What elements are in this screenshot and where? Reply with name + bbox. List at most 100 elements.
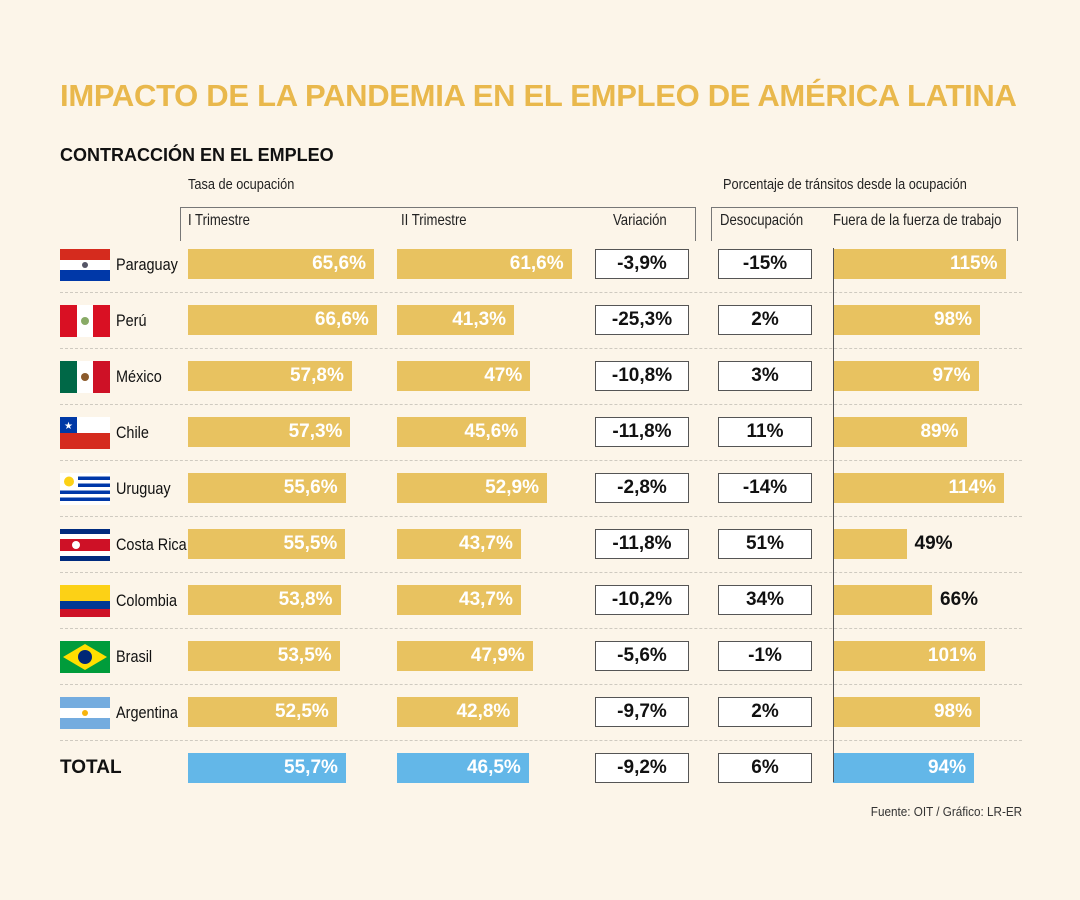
column-header-fuera: Fuera de la fuerza de trabajo (833, 212, 1002, 229)
table-row: Uruguay 55,6% 52,9% -2,8% -14% 114% (0, 473, 1080, 529)
bar-t2: 47,9% (397, 641, 533, 671)
bar-t1: 57,3% (188, 417, 351, 447)
table-row: México 57,8% 47% -10,8% 3% 97% (0, 361, 1080, 417)
row-separator (60, 684, 1022, 685)
chart-subtitle: CONTRACCIÓN EN EL EMPLEO (60, 145, 334, 165)
group-header-transitos: Porcentaje de tránsitos desde la ocupaci… (723, 176, 967, 193)
bar-t1-label: 52,5% (274, 701, 329, 722)
country-name: México (116, 367, 162, 386)
bar-t2: 52,9% (397, 473, 547, 503)
bar-t1: 65,6% (188, 249, 374, 279)
bar-t1-label: 57,8% (289, 365, 344, 386)
group-bracket-tasa (180, 207, 696, 241)
bar-t1-label: 65,6% (312, 253, 366, 274)
bar-t2-label: 45,6% (464, 421, 519, 442)
bar-t1: 52,5% (188, 697, 337, 727)
column-header-desocupacion: Desocupación (720, 212, 804, 229)
bar-t2-label: 42,8% (456, 701, 511, 722)
chart-title: IMPACTO DE LA PANDEMIA EN EL EMPLEO DE A… (60, 78, 1017, 113)
bar-fuera: 114% (833, 473, 1004, 503)
fuera-axis-line (833, 248, 834, 782)
bar-t1-label: 53,8% (278, 589, 333, 610)
variacion-value: -10,8% (595, 361, 689, 391)
group-bracket-transitos (711, 207, 1018, 241)
country-name: Paraguay (116, 255, 178, 274)
bar-t1-label: 55,7% (284, 757, 338, 778)
row-separator (60, 572, 1022, 573)
bar-t1-label: 53,5% (277, 645, 332, 666)
bar-fuera-label: 98% (933, 309, 972, 330)
bar-fuera-label: 115% (949, 253, 998, 274)
bar-t1: 55,7% (188, 753, 346, 783)
bar-t2: 43,7% (397, 529, 521, 559)
bar-fuera-label: 94% (927, 757, 966, 778)
variacion-value: -2,8% (595, 473, 689, 503)
svg-text:★: ★ (64, 421, 73, 432)
country-name: Uruguay (116, 479, 171, 498)
table-row: Brasil 53,5% 47,9% -5,6% -1% 101% (0, 641, 1080, 697)
bar-fuera-label: 114% (948, 477, 996, 498)
variacion-value: -9,7% (595, 697, 689, 727)
desocupacion-value: 51% (718, 529, 812, 559)
bar-fuera: 89% (833, 417, 967, 447)
bar-fuera: 98% (833, 697, 980, 727)
bar-fuera: 98% (833, 305, 980, 335)
column-header-t2: II Trimestre (401, 212, 467, 229)
row-separator (60, 628, 1022, 629)
table-row: Perú 66,6% 41,3% -25,3% 2% 98% (0, 305, 1080, 361)
desocupacion-value: 34% (718, 585, 812, 615)
chile-flag-icon: ★ (60, 417, 110, 449)
bar-t2-label: 52,9% (485, 477, 539, 498)
bar-t1-label: 55,5% (283, 533, 338, 554)
bar-fuera-label: 101% (927, 645, 977, 666)
country-name: Chile (116, 423, 149, 442)
bar-fuera-label: 89% (920, 421, 959, 442)
desocupacion-value: 11% (718, 417, 812, 447)
variacion-value: -3,9% (595, 249, 689, 279)
row-separator (60, 404, 1022, 405)
table-row: ★ Chile 57,3% 45,6% -11,8% 11% 89% (0, 417, 1080, 473)
desocupacion-value: -15% (718, 249, 812, 279)
country-name: Argentina (116, 703, 178, 722)
bar-t2-label: 61,6% (509, 253, 564, 274)
bar-fuera (833, 529, 907, 559)
country-name: Colombia (116, 591, 178, 610)
bar-t2: 61,6% (397, 249, 572, 279)
bar-t2: 43,7% (397, 585, 521, 615)
bar-t1-label: 55,6% (283, 477, 338, 498)
table-row: Paraguay 65,6% 61,6% -3,9% -15% 115% (0, 249, 1080, 305)
brasil-flag-icon (60, 641, 110, 673)
bar-t1-label: 66,6% (314, 309, 369, 330)
total-label: TOTAL (60, 757, 122, 778)
bar-t1: 66,6% (188, 305, 377, 335)
bar-t2: 45,6% (397, 417, 527, 447)
row-separator (60, 516, 1022, 517)
desocupacion-value: 6% (718, 753, 812, 783)
bar-t1-label: 57,3% (288, 421, 343, 442)
paraguay-flag-icon (60, 249, 110, 281)
bar-t2: 47% (397, 361, 531, 391)
table-row: Costa Rica 55,5% 43,7% -11,8% 51% 49% (0, 529, 1080, 585)
table-row: Colombia 53,8% 43,7% -10,2% 34% 66% (0, 585, 1080, 641)
bar-fuera: 101% (833, 641, 985, 671)
variacion-value: -11,8% (595, 529, 689, 559)
bar-fuera: 94% (833, 753, 974, 783)
bar-fuera-label: 49% (914, 533, 953, 554)
variacion-value: -9,2% (595, 753, 689, 783)
argentina-flag-icon (60, 697, 110, 729)
variacion-value: -10,2% (595, 585, 689, 615)
bar-t2: 42,8% (397, 697, 519, 727)
bar-fuera-label: 97% (932, 365, 971, 386)
bar-fuera (833, 585, 932, 615)
table-row: Argentina 52,5% 42,8% -9,7% 2% 98% (0, 697, 1080, 753)
desocupacion-value: -1% (718, 641, 812, 671)
bar-fuera-label: 66% (940, 589, 979, 610)
bar-t2: 46,5% (397, 753, 529, 783)
row-separator (60, 292, 1022, 293)
bar-t2-label: 43,7% (459, 533, 513, 554)
colombia-flag-icon (60, 585, 110, 617)
bar-t2: 41,3% (397, 305, 515, 335)
bar-t1: 55,6% (188, 473, 346, 503)
bar-t2-label: 41,3% (452, 309, 507, 330)
